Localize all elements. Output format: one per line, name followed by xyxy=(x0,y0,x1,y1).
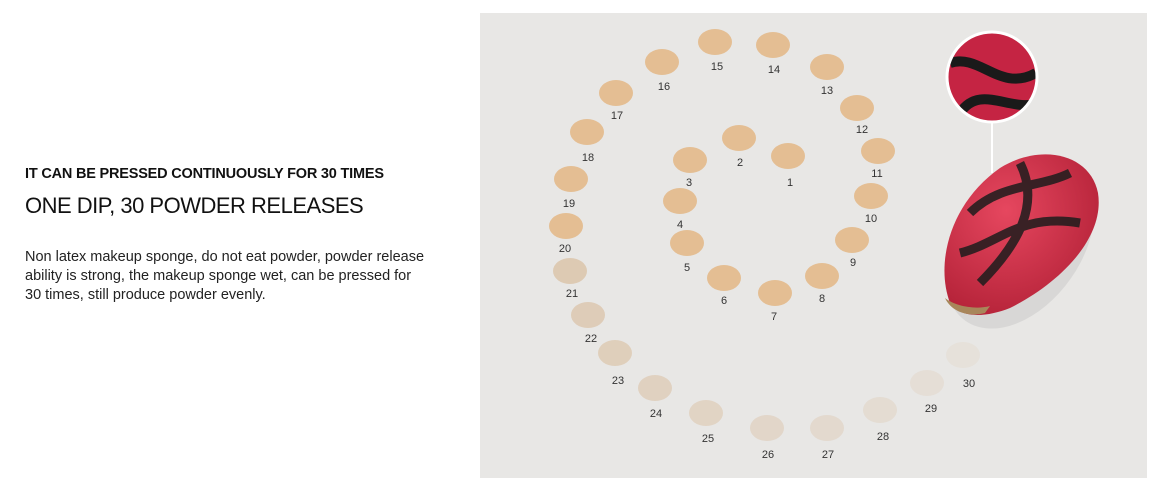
press-number-label: 23 xyxy=(612,375,624,387)
press-number-label: 12 xyxy=(856,124,868,136)
powder-mark xyxy=(670,230,704,256)
powder-mark xyxy=(722,125,756,151)
press-number-label: 26 xyxy=(762,449,774,461)
powder-mark xyxy=(756,32,790,58)
powder-mark xyxy=(707,265,741,291)
powder-mark xyxy=(553,258,587,284)
press-number-label: 20 xyxy=(559,243,571,255)
powder-mark xyxy=(598,340,632,366)
powder-mark xyxy=(863,397,897,423)
press-number-label: 25 xyxy=(702,433,714,445)
press-number-label: 10 xyxy=(865,213,877,225)
press-number-label: 24 xyxy=(650,408,662,420)
press-number-label: 21 xyxy=(566,288,578,300)
powder-mark xyxy=(570,119,604,145)
powder-mark xyxy=(645,49,679,75)
press-number-label: 28 xyxy=(877,431,889,443)
press-number-label: 1 xyxy=(787,177,793,189)
press-number-label: 30 xyxy=(963,378,975,390)
press-number-label: 6 xyxy=(721,295,727,307)
heading: ONE DIP, 30 POWDER RELEASES xyxy=(25,193,364,218)
powder-mark xyxy=(554,166,588,192)
powder-press-illustration: 1234567891011121314151617181920212223242… xyxy=(549,29,1099,461)
press-number-label: 29 xyxy=(925,403,937,415)
press-number-label: 5 xyxy=(684,262,690,274)
powder-mark xyxy=(805,263,839,289)
powder-mark xyxy=(673,147,707,173)
press-number-label: 27 xyxy=(822,449,834,461)
press-number-label: 13 xyxy=(821,85,833,97)
press-number-label: 17 xyxy=(611,110,623,122)
powder-mark xyxy=(599,80,633,106)
subheading: IT CAN BE PRESSED CONTINUOUSLY FOR 30 TI… xyxy=(25,166,384,182)
powder-mark xyxy=(689,400,723,426)
powder-mark xyxy=(861,138,895,164)
powder-mark xyxy=(810,415,844,441)
press-number-label: 16 xyxy=(658,81,670,93)
press-number-label: 9 xyxy=(850,257,856,269)
press-number-label: 19 xyxy=(563,198,575,210)
powder-mark xyxy=(758,280,792,306)
description: Non latex makeup sponge, do not eat powd… xyxy=(25,249,425,303)
press-number-label: 11 xyxy=(871,168,882,180)
powder-mark xyxy=(840,95,874,121)
powder-mark xyxy=(638,375,672,401)
press-number-label: 4 xyxy=(677,219,683,231)
press-number-label: 15 xyxy=(711,61,723,73)
powder-mark xyxy=(771,143,805,169)
powder-mark xyxy=(549,213,583,239)
powder-mark xyxy=(571,302,605,328)
press-number-label: 2 xyxy=(737,157,743,169)
product-image-panel: 1 2 3 4 5 6 7 8 9 10 11 12 13 14 15 16 17 18 19 20 21 22 23 24 2… xyxy=(480,13,1147,478)
powder-mark xyxy=(854,183,888,209)
powder-mark xyxy=(835,227,869,253)
powder-mark xyxy=(910,370,944,396)
press-number-label: 7 xyxy=(771,311,777,323)
powder-mark xyxy=(698,29,732,55)
press-number-label: 14 xyxy=(768,64,780,76)
powder-mark xyxy=(810,54,844,80)
powder-mark xyxy=(750,415,784,441)
sponge-image xyxy=(944,30,1099,329)
powder-mark xyxy=(946,342,980,368)
press-number-label: 18 xyxy=(582,152,594,164)
press-number-label: 8 xyxy=(819,293,825,305)
powder-mark xyxy=(663,188,697,214)
press-number-label: 22 xyxy=(585,333,597,345)
press-number-label: 3 xyxy=(686,177,692,189)
